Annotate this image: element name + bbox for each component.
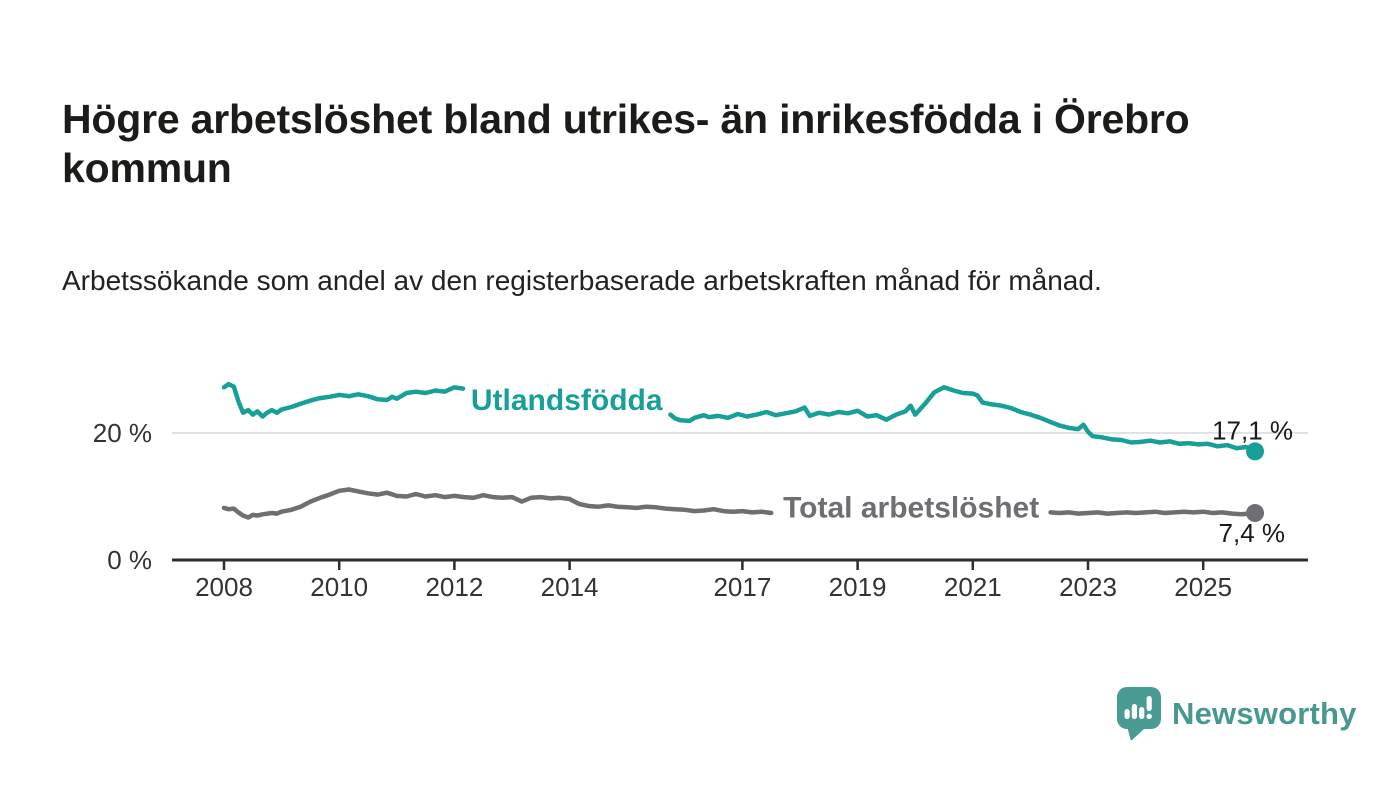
- brand-footer: Newsworthy: [1116, 686, 1376, 742]
- line-chart: 2008 2010 2012 2014 2017 2019 2021 2023 2025 0 % 2…: [93, 381, 1308, 602]
- series-inline-label-0: Utlandsfödda: [471, 384, 663, 417]
- y-tick-label: 0 %: [107, 545, 152, 575]
- x-tick-label: 2008: [195, 572, 253, 602]
- series-line-0: [668, 385, 1258, 454]
- logo-bar-2: [1131, 704, 1137, 719]
- x-tick-label: 2012: [425, 572, 483, 602]
- y-tick-label: 20 %: [93, 418, 152, 448]
- x-tick-label: 2025: [1174, 572, 1232, 602]
- series-inline-label-1: Total arbetslöshet: [783, 491, 1039, 524]
- series-end-label-0: 17,1 %: [1212, 415, 1293, 445]
- series-line-0: [221, 381, 466, 419]
- brand-name: Newsworthy: [1172, 696, 1357, 731]
- x-tick-label: 2014: [541, 572, 599, 602]
- logo-bar-1: [1124, 709, 1130, 719]
- x-tick-label: 2021: [944, 572, 1002, 602]
- newsworthy-logo-icon: [1117, 687, 1161, 741]
- series-end-dot-1: [1246, 504, 1265, 523]
- series-line-1: [1048, 509, 1258, 517]
- series-end-dot-0: [1246, 442, 1265, 461]
- chart-title: Högre arbetslöshet bland utrikes- än inr…: [62, 96, 1190, 192]
- series-end-label-1: 7,4 %: [1219, 518, 1286, 548]
- logo-exclamation: [1146, 696, 1152, 711]
- x-tick-label: 2010: [310, 572, 368, 602]
- chart-subtitle: Arbetssökande som andel av den registerb…: [62, 265, 1102, 296]
- x-tick-label: 2023: [1059, 572, 1117, 602]
- x-tick-label: 2017: [713, 572, 771, 602]
- logo-bar-3: [1139, 707, 1145, 719]
- logo-exclamation-dot: [1146, 713, 1152, 720]
- x-tick-label: 2019: [829, 572, 887, 602]
- series-line-1: [221, 487, 774, 520]
